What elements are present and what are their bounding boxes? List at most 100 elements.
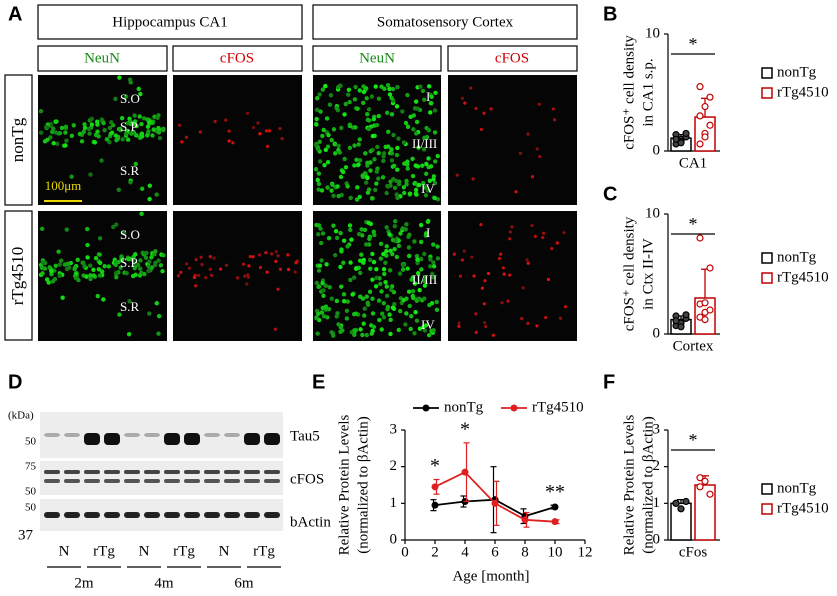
cell [367, 257, 373, 263]
cell [332, 253, 338, 258]
cell [374, 275, 379, 281]
x-tick-label: CA1 [679, 155, 707, 171]
cell [341, 260, 346, 265]
cell [150, 133, 155, 138]
cell [60, 295, 65, 300]
annotation: ** [545, 481, 565, 503]
x-tick-label: 2 [431, 544, 439, 560]
cell [389, 158, 395, 163]
cell [96, 267, 102, 272]
cell [129, 131, 134, 136]
cell [227, 129, 231, 133]
cell [317, 139, 322, 145]
cell [364, 242, 369, 247]
cell [321, 288, 326, 293]
cell [39, 226, 45, 232]
cell [406, 245, 412, 250]
cell [156, 313, 162, 319]
protein-label: cFOS [290, 471, 324, 487]
x-tick-label: 6 [491, 544, 499, 560]
cell [133, 261, 138, 266]
cell [416, 271, 421, 276]
band [244, 433, 260, 445]
cell [339, 247, 344, 252]
cell [158, 263, 164, 268]
cell [113, 270, 119, 276]
cell [314, 95, 320, 101]
cell [342, 156, 347, 162]
cell [410, 293, 416, 299]
cell [119, 257, 125, 263]
y-axis-label: Relative Protein Levels [621, 414, 637, 555]
data-point [521, 516, 529, 524]
cell [139, 132, 144, 137]
cell [431, 242, 436, 247]
cell [489, 107, 493, 111]
cell [482, 302, 486, 306]
cell [407, 232, 412, 238]
cell [367, 234, 373, 239]
cell [323, 83, 328, 89]
band [204, 470, 220, 474]
cell [371, 324, 377, 330]
cell [352, 143, 357, 148]
cell [101, 297, 106, 302]
cell [107, 125, 113, 130]
cell [387, 86, 392, 92]
cell [410, 156, 415, 162]
cell [107, 139, 112, 145]
header-box [172, 45, 303, 72]
cell [419, 239, 424, 245]
cell [126, 331, 132, 337]
cell [227, 139, 231, 143]
band [164, 479, 180, 483]
cell [118, 127, 123, 133]
data-point [706, 93, 714, 101]
y-tick-label: 1 [653, 495, 661, 511]
cell [344, 316, 350, 321]
cell [334, 314, 339, 319]
cell [373, 84, 378, 89]
cell [348, 260, 353, 265]
cell [387, 232, 392, 237]
cell [530, 175, 535, 179]
cell [497, 256, 502, 261]
y-tick-label: 0 [653, 142, 661, 158]
cell [64, 227, 69, 232]
marker-label: 50 [25, 486, 37, 498]
cell [154, 192, 159, 197]
cell [145, 133, 150, 138]
cell [396, 182, 402, 187]
cell [405, 124, 411, 129]
cell [416, 182, 422, 188]
data-point [701, 316, 709, 324]
cell [118, 265, 123, 270]
legend-marker [422, 404, 430, 412]
cell [530, 223, 534, 228]
cell [99, 158, 104, 163]
cell [360, 332, 365, 338]
layer-label: S.O [120, 91, 140, 106]
cell [472, 274, 476, 278]
cell [352, 97, 358, 102]
cell [274, 250, 278, 254]
cell [82, 263, 87, 269]
cell [382, 271, 387, 277]
cell [395, 84, 400, 90]
cell [114, 222, 119, 227]
band [124, 470, 140, 474]
cell [500, 301, 504, 305]
band [84, 470, 100, 474]
cell [354, 157, 359, 162]
cell [432, 180, 438, 186]
y-tick-label: 2 [653, 458, 661, 474]
cell [387, 268, 393, 273]
cell [200, 262, 204, 267]
cell [132, 266, 137, 271]
cell [347, 145, 353, 151]
cell [474, 330, 478, 334]
stain-header: cFOS [495, 50, 529, 66]
cell [97, 273, 103, 278]
header-box [447, 45, 578, 72]
cell [483, 321, 487, 325]
